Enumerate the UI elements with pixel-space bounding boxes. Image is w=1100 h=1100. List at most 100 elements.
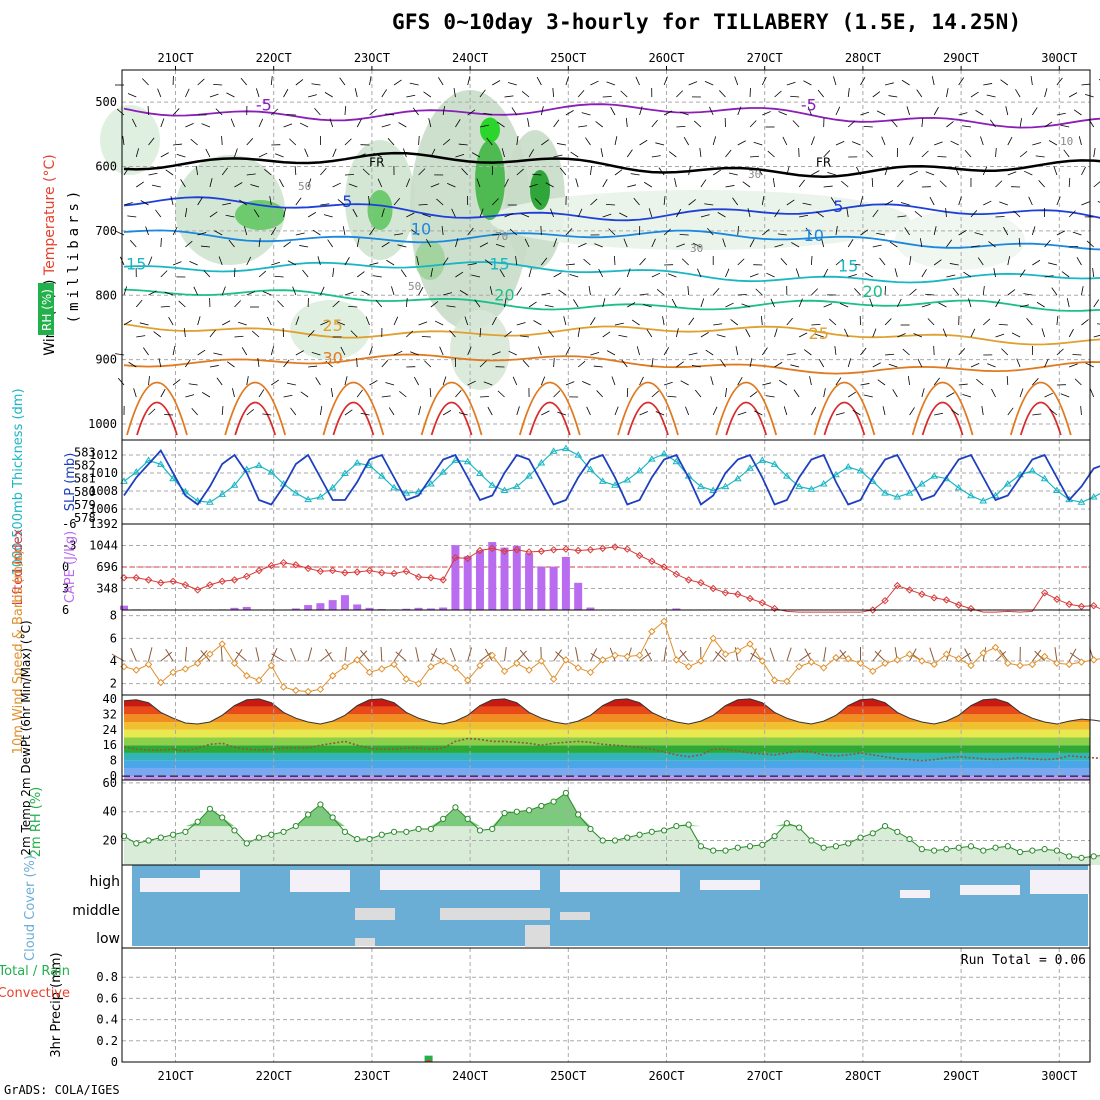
rh-contour-label: 30	[690, 242, 703, 255]
wind-barb	[844, 328, 849, 338]
wind-barb	[1056, 196, 1061, 206]
wind-barb	[700, 179, 707, 188]
wind-barb	[213, 352, 223, 356]
wind-barb	[232, 388, 235, 398]
cape-bar	[549, 566, 558, 610]
li-marker	[279, 558, 288, 567]
wind-barb	[205, 148, 211, 158]
wind-barb	[676, 208, 682, 218]
wind-barb	[271, 261, 280, 266]
isotherm-line	[123, 229, 1100, 251]
wind-barb	[283, 208, 286, 218]
wind-barb	[712, 136, 717, 146]
wind-barb	[1007, 289, 1016, 296]
wind-barb	[782, 136, 788, 146]
cloud-gap	[560, 870, 680, 892]
rh-blob	[450, 310, 510, 390]
li-marker	[328, 566, 337, 575]
wind-barb	[884, 200, 894, 206]
temp-band	[124, 706, 1090, 715]
wind-barb	[541, 292, 551, 296]
li-marker	[390, 569, 398, 578]
wind10-marker	[341, 662, 349, 671]
wind-barb	[1078, 136, 1082, 146]
wind-barb	[1044, 88, 1048, 98]
wind-barb	[145, 226, 149, 236]
wind10-barb	[255, 647, 260, 662]
thickness-marker	[647, 455, 656, 462]
wind-barb	[1093, 299, 1100, 308]
wind-barb	[970, 362, 980, 368]
rh-marker	[845, 840, 852, 847]
wind-barb	[692, 242, 702, 248]
wind-barb	[183, 328, 186, 338]
wind-barb	[197, 197, 203, 206]
wind10-marker	[488, 651, 496, 660]
rh-marker	[378, 831, 385, 838]
wind-barb	[725, 185, 735, 188]
wind-barb	[476, 178, 481, 188]
wind-barb	[877, 379, 886, 386]
wind-barb	[356, 389, 363, 398]
wind-barb	[968, 298, 972, 308]
wind-barb	[897, 180, 904, 188]
wind10-barb	[197, 650, 208, 662]
wind-barb	[148, 290, 157, 296]
thickness-tick-label: 583	[74, 446, 96, 460]
wind-barb	[1068, 177, 1071, 188]
thickness-markers	[120, 444, 1098, 505]
wind-barb	[324, 92, 333, 98]
thickness-tick-label: 582	[74, 459, 96, 473]
wind-barb	[588, 286, 591, 296]
li-marker	[1077, 602, 1086, 611]
bottom-tick-label: 28OCT	[845, 1069, 881, 1083]
wind-barb	[354, 88, 358, 98]
wind-barb	[1028, 196, 1033, 206]
cape-tick-label: 348	[96, 582, 118, 596]
wind10-marker	[304, 687, 312, 696]
cloud-gap	[1030, 870, 1090, 894]
wind-barb	[946, 358, 950, 368]
wind-barb	[356, 357, 358, 368]
cape-bar	[672, 608, 681, 610]
wind-barb	[1007, 171, 1017, 176]
wind-barb	[467, 380, 476, 386]
wind-barb	[834, 346, 837, 356]
wind-barb	[143, 347, 149, 356]
wind10-barb	[130, 647, 137, 662]
wind-barb	[496, 121, 505, 128]
wind-barb	[387, 138, 395, 146]
rh-marker	[722, 847, 729, 854]
li-marker	[1090, 601, 1098, 610]
wind-barb	[218, 256, 223, 266]
thickness-marker	[451, 456, 460, 463]
thickness-marker	[917, 479, 926, 487]
wind-barb	[933, 377, 941, 386]
wind-barb	[651, 155, 661, 158]
wind-barb	[958, 196, 962, 206]
wind-barb	[299, 122, 309, 128]
wind-barb	[933, 226, 937, 236]
wind-barb	[262, 413, 272, 416]
wind-barb	[1093, 334, 1100, 338]
wind-barb	[811, 136, 815, 146]
rh-contour-label: 30	[748, 168, 761, 181]
wind-barb	[962, 125, 972, 128]
wind-barb	[946, 88, 949, 98]
wind-barb	[307, 212, 317, 218]
rh-marker	[120, 833, 128, 840]
wind-barb	[860, 383, 870, 386]
wind-barb	[790, 95, 800, 98]
wind-barb	[185, 122, 194, 128]
wind-barb	[606, 350, 616, 356]
wind-barb	[521, 91, 530, 98]
wind-barb	[234, 182, 243, 188]
wind-barb	[896, 298, 902, 308]
wind-barb	[1068, 328, 1074, 338]
wind-barb	[405, 178, 411, 188]
wind-barb	[630, 173, 640, 176]
thickness-marker	[414, 487, 423, 495]
wind-barb	[540, 376, 546, 386]
wind10-marker	[807, 658, 816, 666]
wind-barb	[230, 118, 235, 128]
